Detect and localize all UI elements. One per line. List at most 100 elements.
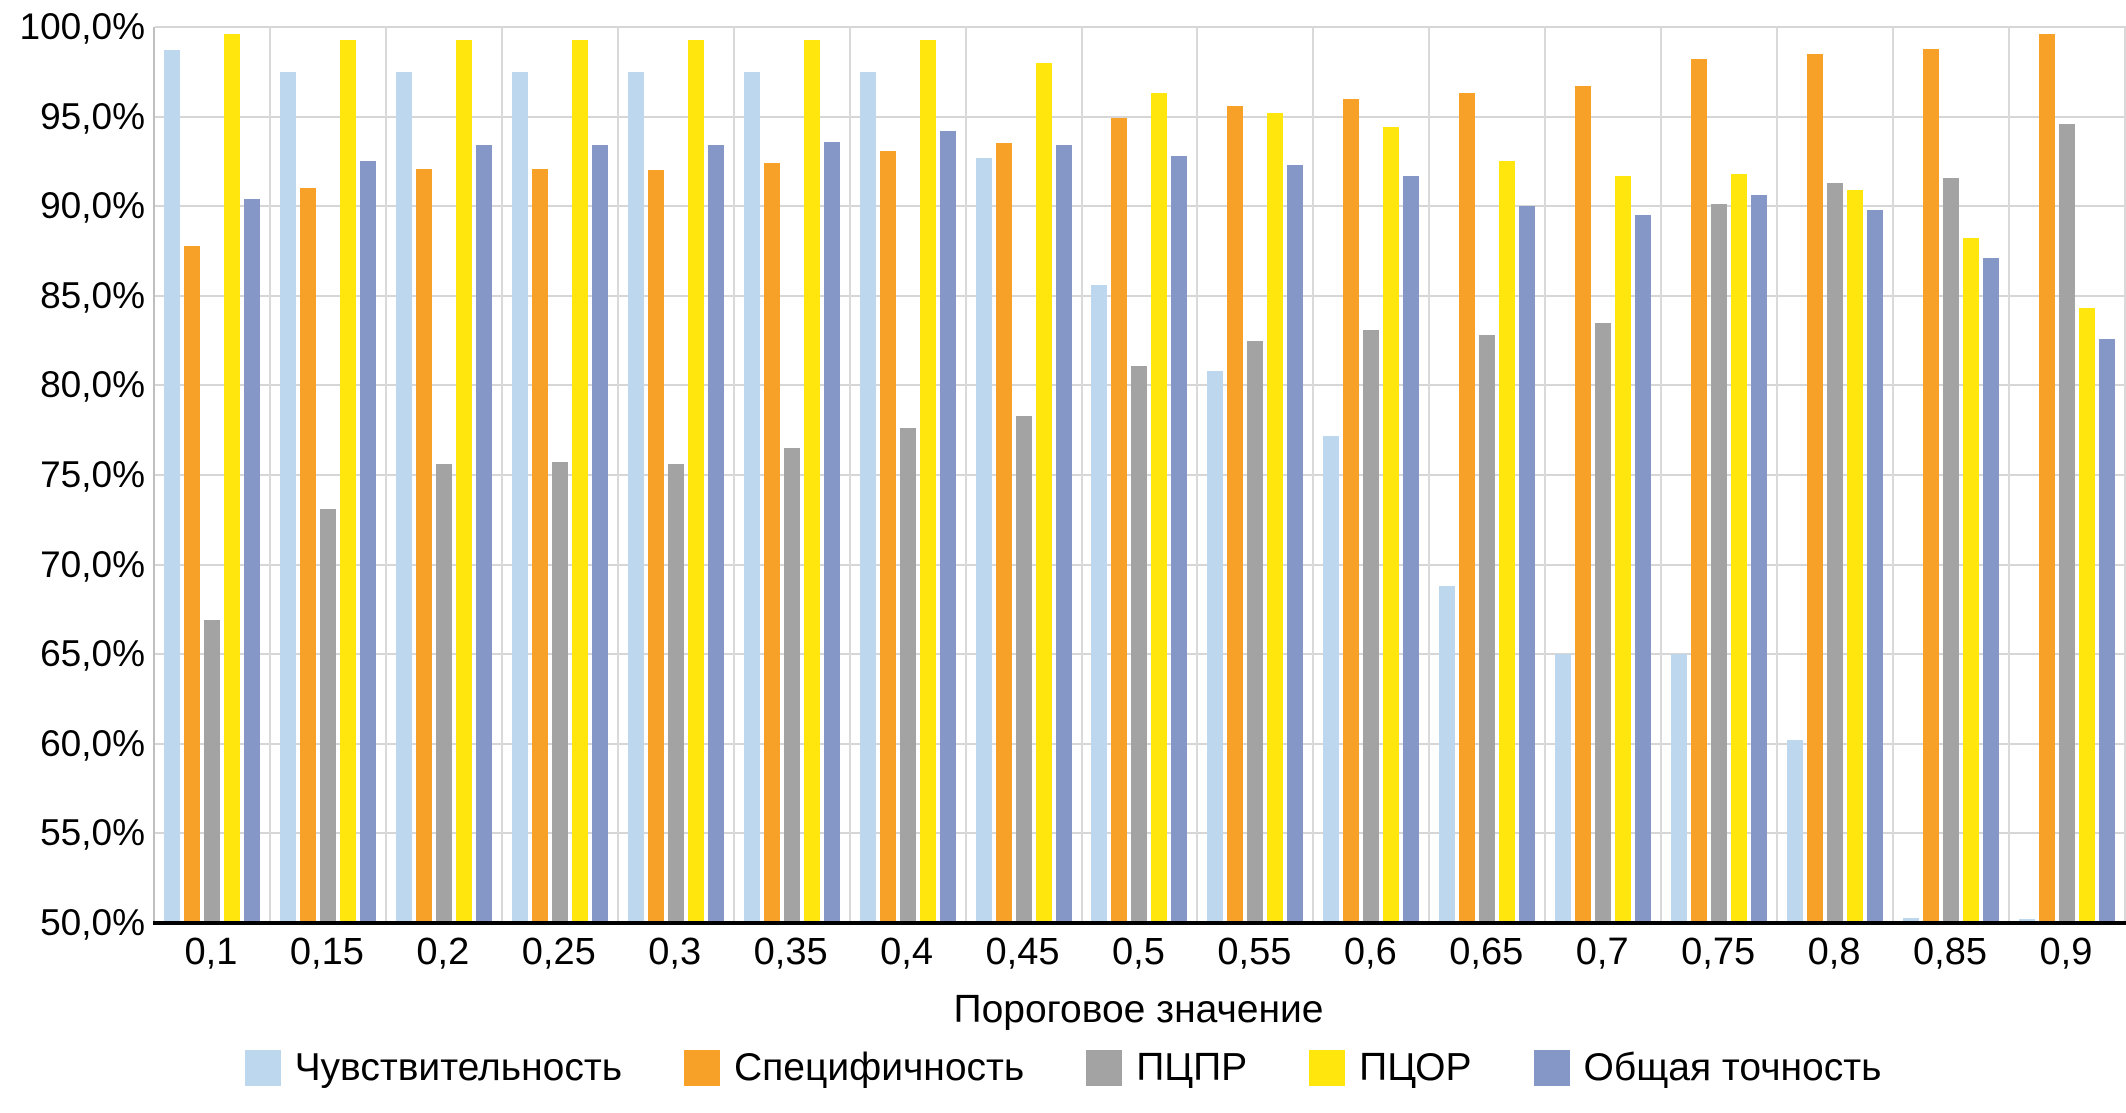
bar-Общая точность-0,8	[1867, 209, 1884, 923]
x-tick-label: 0,65	[1449, 931, 1524, 973]
bar-Специфичность-0,1	[183, 245, 200, 923]
y-tick-label: 55,0%	[40, 812, 145, 854]
bar-Общая точность-0,55	[1287, 164, 1304, 923]
bar-Чувствительность-0,6	[1323, 435, 1340, 923]
bar-ПЦОР-0,2	[455, 39, 472, 923]
bar-ПЦОР-0,25	[571, 39, 588, 923]
y-tick-label: 75,0%	[40, 454, 145, 495]
bar-Общая точность-0,5	[1171, 156, 1188, 923]
bar-Общая точность-0,9	[2098, 338, 2115, 923]
bar-ПЦПР-0,5	[1131, 365, 1148, 923]
legend-item-3: ПЦОР	[1309, 1046, 1472, 1090]
bar-Общая точность-0,25	[591, 145, 608, 923]
bar-Чувствительность-0,85	[1903, 917, 1920, 923]
category-cell-0,1	[155, 27, 271, 923]
x-tick-label: 0,9	[2039, 931, 2093, 973]
bar-Специфичность-0,15	[299, 188, 316, 923]
bar-ПЦОР-0,6	[1383, 127, 1400, 923]
bar-Специфичность-0,5	[1111, 118, 1128, 923]
bar-ПЦОР-0,45	[1035, 62, 1052, 923]
x-tick-label: 0,1	[184, 931, 238, 973]
category-cell-0,9	[2010, 27, 2126, 923]
bar-Специфичность-0,25	[531, 168, 548, 923]
bar-ПЦОР-0,3	[687, 39, 704, 923]
bar-ПЦПР-0,8	[1827, 182, 1844, 923]
legend-label: Специфичность	[734, 1046, 1025, 1089]
bar-Общая точность-0,4	[939, 130, 956, 923]
bar-ПЦОР-0,35	[803, 39, 820, 923]
bar-ПЦПР-0,7	[1595, 322, 1612, 923]
bar-ПЦОР-0,7	[1615, 175, 1632, 923]
bar-Чувствительность-0,35	[743, 71, 760, 923]
legend-swatch	[684, 1050, 721, 1086]
category-cell-0,7	[1546, 27, 1663, 923]
x-tick-label: 0,85	[1913, 931, 1988, 973]
category-cell-0,4	[851, 27, 967, 923]
bar-Специфичность-0,4	[879, 150, 896, 923]
x-tick-label: 0,35	[753, 931, 828, 973]
legend-item-4: Общая точность	[1533, 1046, 1882, 1090]
legend-item-0: Чувствительность	[244, 1046, 623, 1090]
gridline-h	[155, 294, 2126, 297]
y-tick-label: 85,0%	[40, 274, 145, 316]
bar-Чувствительность-0,15	[279, 71, 296, 923]
category-cell-0,5	[1083, 27, 1199, 923]
x-axis-line	[153, 921, 2126, 925]
bar-ПЦПР-0,6	[1363, 329, 1380, 923]
bar-ПЦОР-0,55	[1267, 113, 1284, 923]
y-tick-label: 70,0%	[40, 543, 145, 585]
x-tick-label: 0,5	[1112, 931, 1165, 973]
bar-Специфичность-0,55	[1227, 105, 1244, 923]
category-cell-0,25	[503, 27, 619, 923]
y-tick-label: 60,0%	[40, 722, 145, 764]
legend-label: Общая точность	[1583, 1046, 1882, 1089]
legend-label: ПЦПР	[1136, 1046, 1248, 1089]
bar-Специфичность-0,9	[2038, 34, 2055, 923]
bar-Чувствительность-0,1	[163, 50, 180, 923]
legend-swatch	[1309, 1050, 1346, 1086]
legend-item-1: Специфичность	[684, 1046, 1024, 1090]
bar-Общая точность-0,6	[1403, 175, 1420, 923]
x-tick-label: 0,7	[1575, 931, 1629, 973]
bar-ПЦПР-0,15	[319, 509, 336, 923]
legend-swatch	[1086, 1050, 1123, 1086]
x-tick-label: 0,15	[289, 931, 364, 973]
bar-Чувствительность-0,5	[1091, 285, 1108, 923]
bar-Чувствительность-0,45	[975, 157, 992, 923]
category-cell-0,15	[271, 27, 387, 923]
y-tick-label: 65,0%	[40, 633, 145, 675]
bar-Специфичность-0,75	[1691, 59, 1708, 923]
category-cell-0,55	[1198, 27, 1315, 923]
bar-ПЦОР-0,9	[2078, 308, 2095, 923]
x-axis-title: Пороговое значение	[953, 988, 1324, 1031]
category-cell-0,85	[1894, 27, 2010, 923]
bar-ПЦПР-0,45	[1015, 415, 1032, 923]
bar-Общая точность-0,75	[1751, 195, 1768, 923]
bar-ПЦОР-0,5	[1151, 93, 1168, 923]
bar-ПЦПР-0,85	[1943, 177, 1960, 923]
bar-Специфичность-0,65	[1459, 93, 1476, 923]
bar-ПЦОР-0,1	[223, 34, 240, 923]
bar-Чувствительность-0,65	[1439, 586, 1456, 923]
bar-Чувствительность-0,4	[859, 71, 876, 923]
bar-Чувствительность-0,55	[1207, 371, 1224, 923]
bar-Общая точность-0,35	[823, 141, 840, 923]
bar-Специфичность-0,2	[415, 168, 432, 923]
legend-label: ПЦОР	[1359, 1046, 1472, 1089]
y-tick-label: 80,0%	[40, 364, 145, 406]
legend-label: Чувствительность	[294, 1046, 623, 1089]
bar-ПЦПР-0,75	[1711, 204, 1728, 923]
bar-Общая точность-0,1	[243, 199, 260, 923]
bar-Общая точность-0,45	[1055, 145, 1072, 923]
bar-ПЦПР-0,2	[435, 464, 452, 923]
y-tick-label: 90,0%	[40, 185, 145, 227]
x-tick-label: 0,75	[1681, 931, 1756, 973]
category-cell-0,75	[1662, 27, 1779, 923]
x-axis-tick-labels: 0,1 0,15 0,2 0,25 0,3 0,35 0,4 0,45 0,5 0,55 0,6 0,…	[153, 931, 2124, 974]
bar-Специфичность-0,85	[1923, 48, 1940, 923]
gridline-h	[155, 205, 2126, 208]
x-tick-label: 0,4	[880, 931, 933, 973]
gridline-h	[155, 115, 2126, 118]
bar-ПЦОР-0,15	[339, 39, 356, 923]
bar-ПЦОР-0,8	[1847, 190, 1864, 923]
